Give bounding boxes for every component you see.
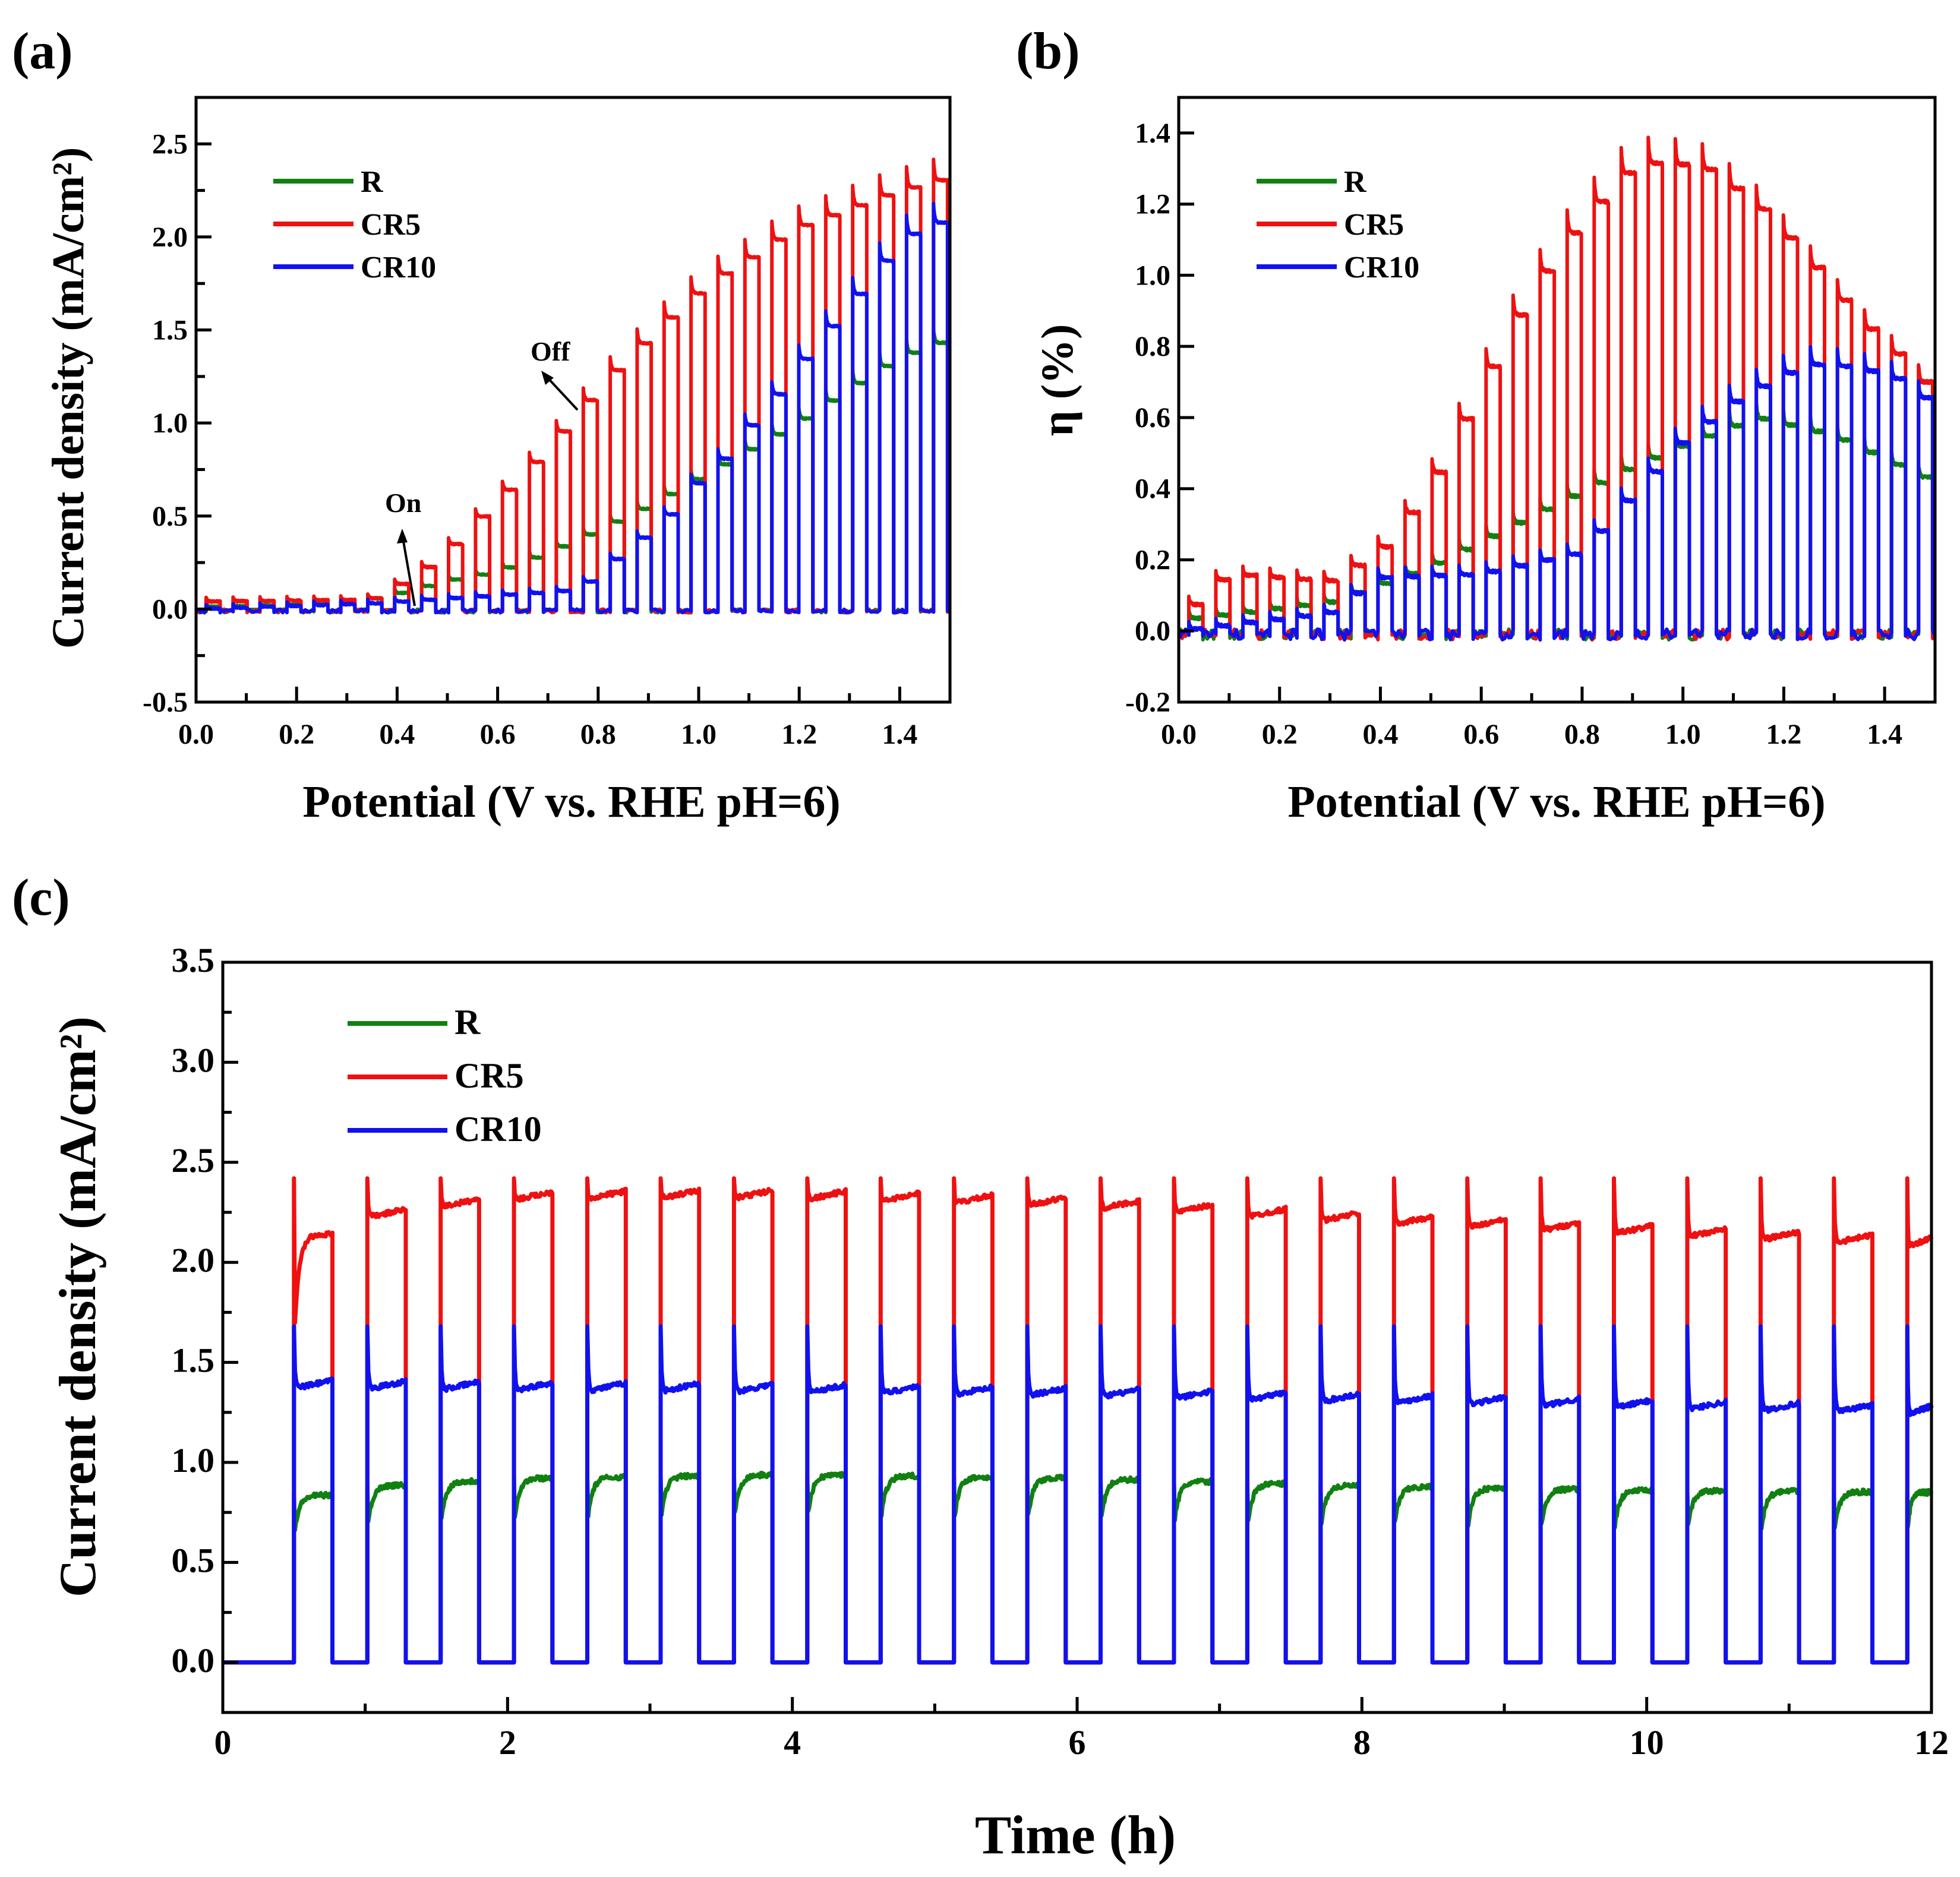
- x-tick-label: 6: [1069, 1723, 1086, 1762]
- ylabel-b: η (%): [1033, 324, 1082, 437]
- ylabel-c: Current density (mA/cm²): [49, 1016, 107, 1597]
- x-tick-label: 0.4: [379, 719, 415, 750]
- ylabel-a: Current density (mA/cm²): [43, 147, 93, 649]
- plot-b: 0.0 0.2 0.4 0.6 0.8 1.0 1.2 1.4-0.20.00.20.40.6…: [1125, 96, 1937, 750]
- panel-label-a: (a): [12, 23, 73, 80]
- y-tick-label: 0.5: [172, 1541, 215, 1579]
- x-tick-label: 1.0: [1665, 719, 1701, 750]
- y-tick-label: 2.0: [172, 1241, 215, 1279]
- x-tick-label: 1.0: [681, 719, 717, 750]
- x-tick-label: 2: [499, 1723, 516, 1762]
- x-tick-label: 1.2: [781, 719, 817, 750]
- xlabel-c: Time (h): [975, 1805, 1176, 1865]
- y-tick-label: 1.4: [1135, 118, 1170, 149]
- arrow-off-head: [541, 371, 554, 385]
- y-tick-label: 1.2: [1135, 189, 1170, 220]
- arrow-off: [544, 374, 579, 411]
- y-tick-label: 0.6: [1135, 402, 1170, 434]
- axes-frame: [194, 96, 952, 704]
- y-tick-label: 2.5: [172, 1141, 215, 1180]
- y-tick-label: 0.0: [172, 1641, 215, 1680]
- x-tick-label: 0.8: [1564, 719, 1600, 750]
- y-tick-label: 1.0: [152, 407, 188, 439]
- series-line-cr5: [223, 1176, 1934, 1665]
- x-tick-label: 1.4: [882, 719, 917, 750]
- annotation-on: On: [385, 488, 421, 518]
- plot-c: 0 2 4 6 8 10 12 0.0 0.5 1.0 1.5 2.0 2.5 3.0 3.5 R CR5 CR1…: [172, 941, 1949, 1762]
- legend-label-cr10: CR10: [361, 251, 436, 285]
- x-tick-label: 1.4: [1867, 719, 1902, 750]
- y-tick-label: 0.0: [1135, 615, 1170, 647]
- xlabel-b: Potential (V vs. RHE pH=6): [1287, 777, 1825, 827]
- plot-a: 0.0 0.2 0.4 0.6 0.8 1.0 1.2 1.4-0.50.00.51.01.5…: [143, 96, 952, 750]
- series-line-cr10: [1177, 345, 1937, 642]
- y-tick-label: 1.0: [172, 1441, 215, 1480]
- x-tick-label: 1.2: [1766, 719, 1801, 750]
- x-tick-label: 0.0: [178, 719, 214, 750]
- y-tick-label: 2.5: [152, 128, 188, 160]
- x-tick-label: 0.6: [1463, 719, 1499, 750]
- x-tick-label: 0.2: [279, 719, 314, 750]
- legend-label-cr5: CR5: [361, 208, 421, 242]
- series-line-r: [1177, 401, 1937, 642]
- series-line-cr10: [223, 1324, 1934, 1665]
- y-tick-label: 0.8: [1135, 331, 1170, 362]
- panel-label-b: (b): [1016, 23, 1080, 80]
- y-tick-label: 0.2: [1135, 544, 1170, 576]
- legend: R CR5 CR10: [348, 1003, 542, 1149]
- legend-label-r: R: [1344, 165, 1367, 199]
- legend-label-cr10: CR10: [455, 1110, 542, 1149]
- axes-frame: [1177, 96, 1937, 704]
- legend-label-r: R: [455, 1003, 481, 1042]
- y-tick-label: -0.2: [1125, 687, 1170, 718]
- legend-label-cr5: CR5: [455, 1056, 524, 1095]
- y-tick-label: 0.4: [1135, 473, 1170, 505]
- y-tick-label: 1.5: [172, 1341, 215, 1380]
- x-tick-label: 0.6: [480, 719, 516, 750]
- x-tick-label: 0.4: [1362, 719, 1398, 750]
- legend: R CR5 CR10: [273, 165, 436, 285]
- arrow-on: [401, 534, 416, 606]
- y-tick-label: 1.0: [1135, 260, 1170, 291]
- y-tick-label: 1.5: [152, 315, 188, 346]
- y-tick-label: 0.0: [152, 593, 188, 625]
- x-tick-label: 12: [1914, 1723, 1949, 1762]
- legend-label-r: R: [361, 165, 384, 199]
- annotation-off: Off: [531, 336, 570, 366]
- series-line-cr10: [195, 201, 951, 615]
- arrow-on-head: [397, 529, 408, 543]
- legend-label-cr5: CR5: [1344, 208, 1404, 242]
- x-tick-label: 0.0: [1161, 719, 1197, 750]
- xlabel-a: Potential (V vs. RHE pH=6): [302, 777, 840, 827]
- y-tick-label: 2.0: [152, 222, 188, 253]
- y-tick-label: -0.5: [143, 687, 188, 718]
- x-tick-label: 0.2: [1262, 719, 1298, 750]
- x-tick-label: 4: [784, 1723, 801, 1762]
- x-tick-label: 0: [214, 1723, 232, 1762]
- series-line-cr5: [195, 157, 951, 615]
- y-tick-label: 0.5: [152, 501, 188, 532]
- panel-label-c: (c): [12, 869, 70, 927]
- legend-label-cr10: CR10: [1344, 251, 1419, 285]
- series-line-r: [194, 326, 952, 615]
- legend: R CR5 CR10: [1257, 165, 1419, 285]
- x-tick-label: 0.8: [580, 719, 616, 750]
- x-tick-label: 10: [1630, 1723, 1664, 1762]
- y-tick-label: 3.0: [172, 1041, 215, 1079]
- x-tick-label: 8: [1353, 1723, 1371, 1762]
- series-line-cr5: [1178, 135, 1936, 642]
- y-tick-label: 3.5: [172, 941, 215, 979]
